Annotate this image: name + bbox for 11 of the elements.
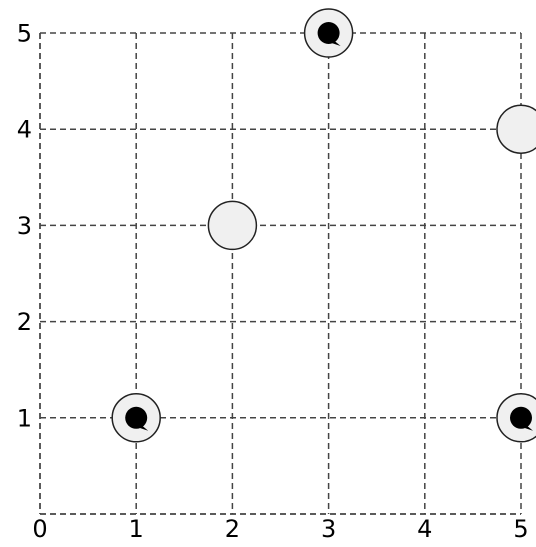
x-tick-label: 0 bbox=[32, 515, 48, 544]
x-tick-label: 2 bbox=[224, 515, 240, 544]
x-tick-label: 1 bbox=[128, 515, 144, 544]
y-tick-label: 4 bbox=[16, 116, 32, 144]
x-tick-label: 4 bbox=[417, 515, 432, 544]
y-tick-label: 5 bbox=[16, 20, 32, 48]
y-tick-label: 2 bbox=[16, 308, 32, 336]
y-tick-label: 1 bbox=[16, 404, 32, 432]
x-tick-label: 3 bbox=[320, 515, 336, 544]
y-tick-label: 3 bbox=[16, 212, 32, 240]
x-tick-label: 5 bbox=[513, 515, 529, 544]
